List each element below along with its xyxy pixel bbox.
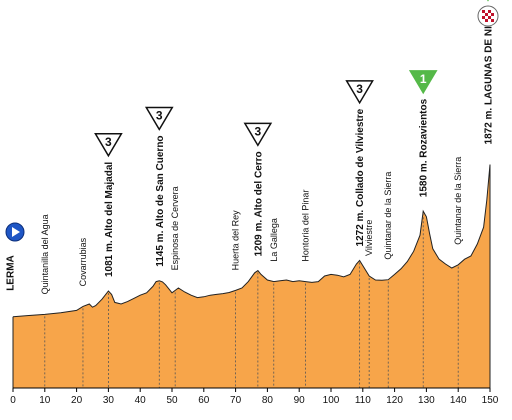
place-label: Quintanar de la Sierra bbox=[453, 157, 463, 245]
x-tick-label: 130 bbox=[418, 395, 435, 406]
place-label: Hontoria del Pinar bbox=[301, 190, 311, 262]
climb-category-marker: 3 bbox=[144, 106, 174, 131]
place-label: La Gallega bbox=[269, 218, 279, 262]
finish-flag-square bbox=[488, 16, 491, 19]
finish-flag-square bbox=[482, 10, 485, 13]
start-icon bbox=[5, 222, 25, 242]
place-label: Vilviestre bbox=[364, 220, 374, 256]
category-triangle bbox=[144, 106, 174, 131]
place-label: Espinosa de Cervera bbox=[170, 186, 180, 270]
x-tick-label: 0 bbox=[10, 395, 16, 406]
finish-flag-square bbox=[485, 19, 488, 22]
climb-label: 1580 m. Rozavientos bbox=[419, 98, 430, 197]
category-triangle bbox=[408, 70, 438, 95]
category-number: 3 bbox=[156, 108, 163, 122]
climb-label: 1081 m. Alto del Majadal bbox=[104, 162, 115, 277]
climb-category-marker: 3 bbox=[243, 122, 273, 147]
climb-category-marker: 3 bbox=[345, 80, 374, 105]
place-label: Quintanar de la Sierra bbox=[383, 172, 393, 260]
x-tick-label: 120 bbox=[386, 395, 403, 406]
finish-flag-square bbox=[491, 13, 494, 16]
place-label: Huerta del Rey bbox=[231, 210, 241, 271]
category-number: 3 bbox=[356, 82, 363, 96]
profile-area bbox=[13, 164, 490, 388]
category-number: 3 bbox=[105, 135, 112, 149]
finish-flag-square bbox=[491, 19, 494, 22]
climb-category-marker: 1 bbox=[408, 70, 438, 95]
x-tick-label: 90 bbox=[294, 395, 306, 406]
x-tick-label: 50 bbox=[166, 395, 178, 406]
category-triangle bbox=[243, 122, 273, 147]
x-tick-label: 150 bbox=[482, 395, 499, 406]
finish-flag-square bbox=[482, 16, 485, 19]
climb-label: 1145 m. Alto de San Cuerno bbox=[155, 135, 166, 266]
category-triangle bbox=[94, 133, 123, 158]
x-tick-label: 140 bbox=[450, 395, 467, 406]
finish-flag-square bbox=[485, 13, 488, 16]
x-tick-label: 10 bbox=[39, 395, 51, 406]
climb-label: 1272 m. Collado de Vilviestre bbox=[355, 108, 366, 246]
x-tick-label: 70 bbox=[230, 395, 242, 406]
place-label: Covarrubias bbox=[78, 237, 88, 286]
x-tick-label: 30 bbox=[103, 395, 115, 406]
start-icon-arrow bbox=[12, 227, 20, 237]
x-tick-label: 80 bbox=[262, 395, 274, 406]
category-number: 3 bbox=[255, 124, 262, 138]
profile-outline bbox=[12, 164, 491, 318]
x-tick-label: 60 bbox=[198, 395, 210, 406]
x-tick-label: 20 bbox=[71, 395, 83, 406]
finish-flag-icon bbox=[477, 5, 499, 27]
category-triangle bbox=[345, 80, 374, 105]
climb-label: 1209 m. Alto del Cerro bbox=[253, 151, 264, 256]
x-tick-label: 110 bbox=[355, 395, 371, 406]
x-tick-label: 100 bbox=[323, 395, 340, 406]
finish-label: 1872 m. LAGUNAS DE NIELA bbox=[484, 6, 495, 144]
x-tick-label: 40 bbox=[135, 395, 147, 406]
start-label: LERMA bbox=[6, 255, 17, 291]
climb-category-marker: 3 bbox=[94, 133, 123, 158]
category-number: 1 bbox=[420, 72, 427, 86]
place-label: Quintanilla del Agua bbox=[40, 214, 50, 294]
finish-flag-square bbox=[488, 10, 491, 13]
